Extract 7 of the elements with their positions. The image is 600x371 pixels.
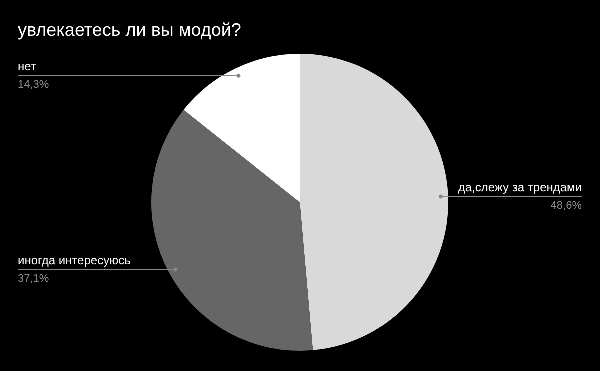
data-label: 14,3% [18, 78, 50, 91]
data-label: 48,6% [550, 200, 582, 212]
slice-label: да,слежу за трендами [458, 180, 582, 195]
slice-label: нет [18, 60, 37, 74]
data-label: 37,1% [18, 272, 50, 285]
chart-title: увлекаетесь ли вы модой? [18, 20, 242, 41]
slice-label: иногда интересуюсь [18, 254, 131, 268]
